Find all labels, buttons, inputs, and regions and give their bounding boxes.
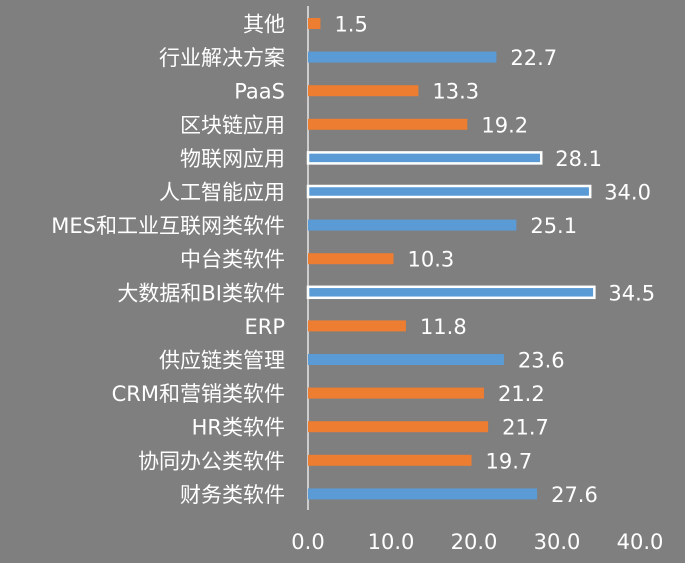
category-label: HR类软件 <box>192 416 285 440</box>
value-label: 10.3 <box>407 248 454 272</box>
bar <box>306 151 543 165</box>
category-label: 协同办公类软件 <box>138 449 285 473</box>
value-label: 25.1 <box>530 214 577 238</box>
category-label: 财务类软件 <box>180 483 285 507</box>
value-label: 19.7 <box>486 449 533 473</box>
x-tick-label: 30.0 <box>534 530 581 554</box>
value-label: 34.5 <box>608 281 655 305</box>
bar <box>308 421 489 433</box>
value-label: 21.2 <box>498 382 545 406</box>
bar <box>308 253 394 265</box>
value-label: 13.3 <box>432 80 479 104</box>
bar <box>308 85 419 97</box>
category-label: 大数据和BI类软件 <box>117 281 285 305</box>
category-label: ERP <box>244 315 285 339</box>
bar <box>308 320 406 332</box>
bar <box>308 454 472 466</box>
category-label: PaaS <box>234 80 285 104</box>
category-label: 物联网应用 <box>180 147 285 171</box>
value-label: 19.2 <box>481 113 528 137</box>
x-tick-label: 10.0 <box>368 530 415 554</box>
x-tick-label: 0.0 <box>291 530 324 554</box>
bar <box>306 285 596 300</box>
bar <box>308 51 497 63</box>
category-label: CRM和营销类软件 <box>112 382 285 406</box>
category-label: 区块链应用 <box>180 113 285 137</box>
bar <box>308 118 468 130</box>
x-tick-label: 20.0 <box>451 530 498 554</box>
value-label: 1.5 <box>334 13 367 37</box>
value-label: 21.7 <box>502 416 549 440</box>
category-label: 供应链类管理 <box>159 349 285 373</box>
category-label: 人工智能应用 <box>159 181 285 205</box>
category-label: 行业解决方案 <box>159 46 285 70</box>
bar <box>308 18 321 29</box>
value-label: 11.8 <box>420 315 467 339</box>
category-label: 其他 <box>243 13 285 37</box>
bar <box>308 354 504 365</box>
x-tick-label: 40.0 <box>617 530 664 554</box>
value-label: 34.0 <box>604 181 651 205</box>
value-label: 27.6 <box>551 483 598 507</box>
value-label: 22.7 <box>510 46 557 70</box>
value-label: 23.6 <box>518 349 565 373</box>
bar <box>308 387 484 399</box>
bar <box>306 184 592 199</box>
bar <box>308 488 538 500</box>
value-label: 28.1 <box>555 147 602 171</box>
bar <box>308 219 517 231</box>
category-label: MES和工业互联网类软件 <box>51 214 285 238</box>
category-label: 中台类软件 <box>180 248 285 272</box>
